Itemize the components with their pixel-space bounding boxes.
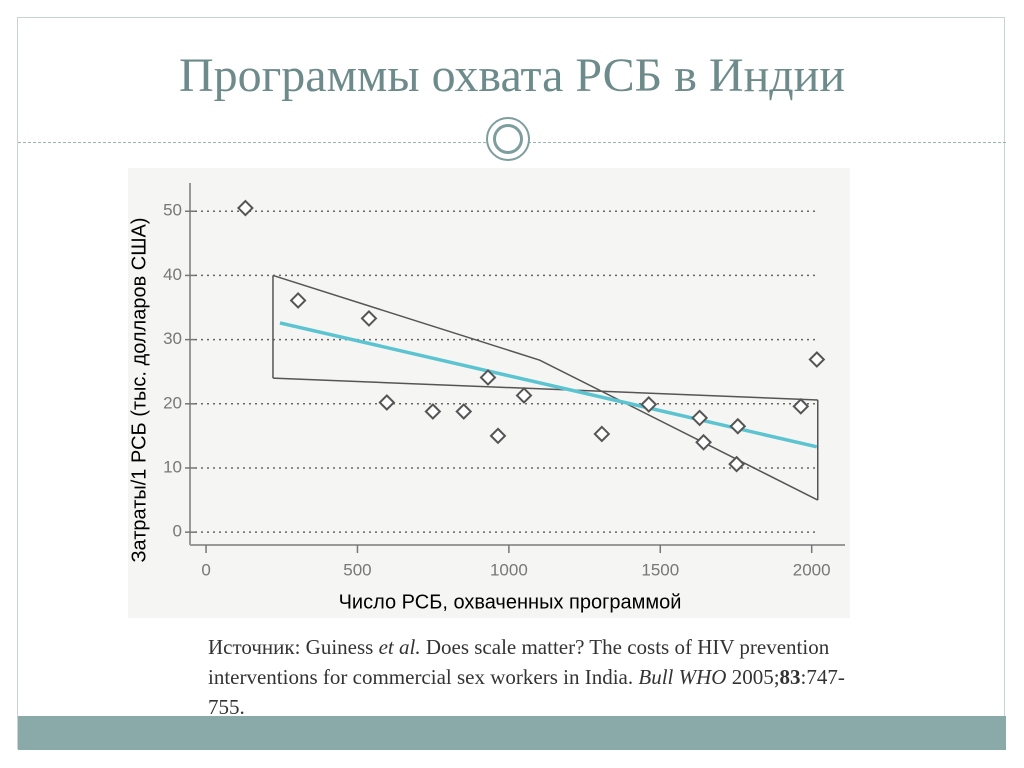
data-point <box>515 387 533 404</box>
chart-background <box>128 168 850 618</box>
x-tick-label: 1500 <box>641 560 679 579</box>
divider-ornament <box>486 117 530 161</box>
data-point <box>729 417 747 435</box>
confidence-band-upper <box>272 274 819 501</box>
data-point <box>691 409 709 427</box>
regression-line <box>279 321 818 449</box>
slide-title: Программы охвата РСБ в Индии <box>178 49 846 102</box>
y-tick-label: 50 <box>163 201 182 220</box>
x-tick-label: 1000 <box>490 560 528 579</box>
x-tick-label: 2000 <box>793 560 831 579</box>
source-text: 2005; <box>726 665 780 689</box>
source-text: 83 <box>779 665 801 689</box>
source-note: Источник: Guiness et al. Does scale matt… <box>208 632 848 722</box>
x-axis-title: Число РСБ, охваченных программой <box>339 591 682 613</box>
data-point <box>695 433 712 451</box>
y-tick-label: 20 <box>163 393 182 412</box>
y-tick-label: 40 <box>163 265 182 284</box>
y-tick-label: 10 <box>163 457 182 476</box>
source-text: :747-755. <box>208 665 845 719</box>
data-point <box>808 351 826 368</box>
data-point <box>289 292 307 309</box>
x-tick-label: 0 <box>201 560 210 579</box>
source-text: et al. <box>378 635 421 659</box>
y-axis-title: Затраты/1 РСБ (тыс. долларов США) <box>128 217 150 562</box>
data-point <box>479 369 497 386</box>
y-tick-label: 30 <box>163 329 182 348</box>
data-point <box>455 403 473 420</box>
data-point <box>360 310 378 327</box>
data-point <box>378 394 396 411</box>
source-text: Bull WHO <box>638 665 727 689</box>
source-text: Does scale matter? The costs of HIV prev… <box>208 635 830 689</box>
data-point <box>792 397 810 415</box>
confidence-band-lower <box>272 377 818 401</box>
data-point <box>728 455 746 473</box>
x-tick-label: 500 <box>343 560 371 579</box>
data-point <box>489 427 507 445</box>
data-point <box>593 425 611 443</box>
y-tick-label: 0 <box>173 522 182 541</box>
source-text: Источник: Guiness <box>208 635 379 659</box>
data-point <box>640 396 658 413</box>
data-point <box>424 403 442 420</box>
footer-bar <box>18 716 1006 750</box>
data-point <box>237 199 254 217</box>
